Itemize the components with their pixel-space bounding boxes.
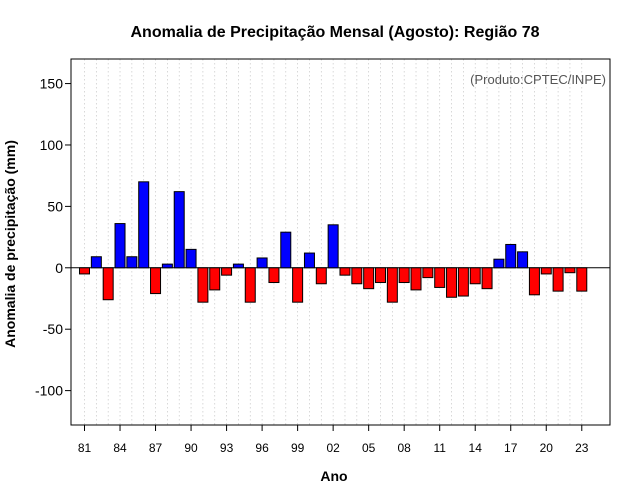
x-tick-label: 23 bbox=[575, 441, 589, 455]
x-axis: 81 84 87 90 93 96 99 02 05 08 11 14 17 20 23 bbox=[78, 425, 589, 455]
bar-1997 bbox=[268, 267, 280, 284]
bar-1990 bbox=[185, 248, 197, 269]
bar-2019 bbox=[528, 267, 540, 296]
bar-2017 bbox=[505, 243, 517, 269]
bar-2021 bbox=[552, 267, 564, 292]
x-tick-label: 96 bbox=[255, 441, 269, 455]
bar-1982 bbox=[90, 256, 102, 269]
x-tick-label: 02 bbox=[326, 441, 340, 455]
bar-2013 bbox=[457, 267, 469, 297]
bar-1989 bbox=[173, 191, 185, 269]
bar-1991 bbox=[197, 267, 209, 303]
bar-1986 bbox=[138, 181, 150, 269]
bar-2016 bbox=[493, 258, 505, 269]
bar-2010 bbox=[422, 267, 434, 279]
bar-2014 bbox=[469, 267, 481, 285]
bar-1984 bbox=[114, 223, 126, 269]
x-tick-label: 99 bbox=[291, 441, 305, 455]
bar-2001 bbox=[315, 267, 327, 285]
bar-1999 bbox=[292, 267, 304, 303]
bar-2007 bbox=[386, 267, 398, 303]
bar-1996 bbox=[256, 257, 268, 269]
bar-2002 bbox=[327, 224, 339, 269]
y-axis-label: Anomalia de precipitação (mm) bbox=[2, 140, 18, 348]
y-tick-label: 0 bbox=[55, 260, 63, 276]
x-tick-label: 08 bbox=[398, 441, 412, 455]
bar-2000 bbox=[303, 252, 315, 269]
bar-2009 bbox=[410, 267, 422, 291]
bar-2020 bbox=[540, 267, 552, 275]
bar-1998 bbox=[280, 231, 292, 269]
y-tick-label: 100 bbox=[40, 137, 64, 153]
plot-frame bbox=[70, 58, 611, 426]
bar-1981 bbox=[79, 267, 90, 275]
bar-2022 bbox=[564, 267, 576, 274]
chart-title: Anomalia de Precipitação Mensal (Agosto)… bbox=[131, 24, 540, 41]
grid-lines bbox=[84, 59, 583, 425]
bar-2011 bbox=[434, 267, 446, 288]
bars bbox=[79, 181, 588, 303]
bar-2023 bbox=[576, 267, 588, 292]
bar-2005 bbox=[363, 267, 375, 290]
credit-text: (Produto:CPTEC/INPE) bbox=[470, 72, 606, 87]
x-tick-label: 87 bbox=[149, 441, 163, 455]
bar-2006 bbox=[375, 267, 386, 284]
x-tick-label: 20 bbox=[540, 441, 554, 455]
bar-1988 bbox=[161, 263, 173, 269]
y-tick-label: -100 bbox=[35, 383, 63, 399]
bar-2004 bbox=[351, 267, 363, 285]
x-tick-label: 90 bbox=[184, 441, 198, 455]
bar-1992 bbox=[209, 267, 221, 291]
plot-area: (Produto:CPTEC/INPE) bbox=[70, 58, 611, 426]
bar-2018 bbox=[517, 251, 529, 269]
bar-1987 bbox=[150, 267, 162, 295]
bar-2008 bbox=[398, 267, 410, 284]
bar-1983 bbox=[102, 267, 114, 301]
bar-2003 bbox=[339, 267, 351, 276]
x-tick-label: 81 bbox=[78, 441, 92, 455]
y-axis: -100 -50 0 50 100 150 bbox=[35, 76, 71, 399]
y-tick-label: 150 bbox=[40, 76, 64, 92]
bar-1985 bbox=[126, 256, 138, 269]
bar-1995 bbox=[244, 267, 256, 303]
bar-1993 bbox=[221, 267, 233, 276]
x-tick-label: 05 bbox=[362, 441, 376, 455]
y-tick-label: -50 bbox=[43, 321, 63, 337]
bar-2015 bbox=[481, 267, 493, 290]
x-tick-label: 14 bbox=[469, 441, 483, 455]
x-tick-label: 11 bbox=[433, 441, 446, 455]
x-tick-label: 17 bbox=[504, 441, 518, 455]
x-axis-label: Ano bbox=[320, 468, 347, 484]
bar-1994 bbox=[232, 263, 244, 269]
x-tick-label: 93 bbox=[220, 441, 234, 455]
x-tick-label: 84 bbox=[113, 441, 127, 455]
y-tick-label: 50 bbox=[47, 198, 63, 214]
bar-2012 bbox=[446, 267, 458, 298]
